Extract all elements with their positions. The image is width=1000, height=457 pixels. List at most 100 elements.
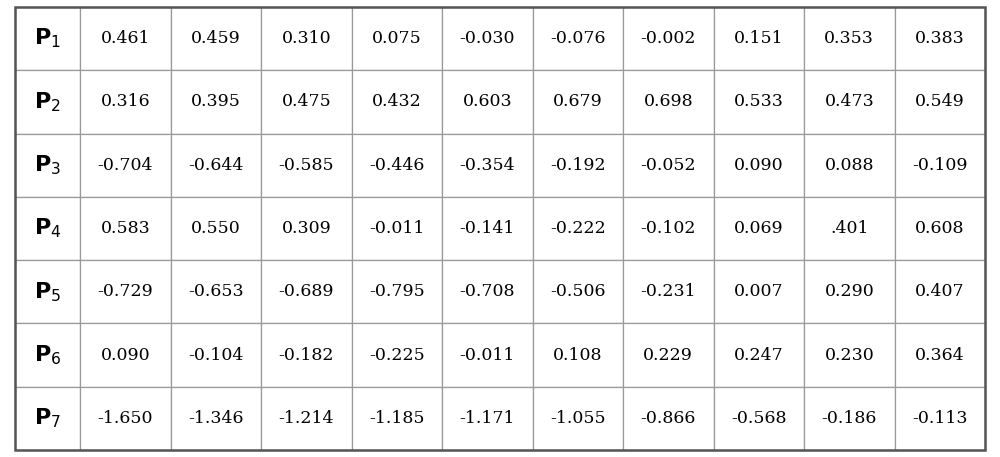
Text: -1.650: -1.650: [98, 410, 153, 427]
Bar: [533, 70, 623, 133]
Bar: [714, 7, 804, 70]
Text: -0.113: -0.113: [912, 410, 968, 427]
Bar: [442, 133, 533, 197]
Text: -1.055: -1.055: [550, 410, 606, 427]
Bar: [533, 133, 623, 197]
Bar: [714, 387, 804, 450]
Text: 0.395: 0.395: [191, 93, 241, 110]
Bar: [804, 324, 895, 387]
Bar: [171, 260, 261, 324]
Bar: [80, 133, 171, 197]
Bar: [261, 70, 352, 133]
Bar: [171, 70, 261, 133]
Text: 0.459: 0.459: [191, 30, 241, 47]
Bar: [442, 70, 533, 133]
Text: $\mathbf{P}_4$: $\mathbf{P}_4$: [34, 217, 61, 240]
Bar: [623, 324, 714, 387]
Bar: [895, 197, 985, 260]
Bar: [352, 197, 442, 260]
Text: -0.222: -0.222: [550, 220, 606, 237]
Bar: [804, 197, 895, 260]
Text: -0.186: -0.186: [822, 410, 877, 427]
Bar: [442, 260, 533, 324]
Bar: [352, 260, 442, 324]
Text: 0.475: 0.475: [281, 93, 331, 110]
Bar: [15, 7, 80, 70]
Bar: [352, 133, 442, 197]
Bar: [804, 7, 895, 70]
Bar: [533, 197, 623, 260]
Text: -0.011: -0.011: [369, 220, 425, 237]
Bar: [895, 133, 985, 197]
Text: -0.689: -0.689: [279, 283, 334, 300]
Bar: [714, 133, 804, 197]
Text: 0.533: 0.533: [734, 93, 784, 110]
Bar: [352, 7, 442, 70]
Bar: [80, 324, 171, 387]
Bar: [895, 260, 985, 324]
Text: 0.230: 0.230: [824, 347, 874, 364]
Text: $\mathbf{P}_7$: $\mathbf{P}_7$: [34, 407, 61, 430]
Bar: [171, 133, 261, 197]
Bar: [171, 324, 261, 387]
Bar: [261, 260, 352, 324]
Text: -0.644: -0.644: [188, 157, 244, 174]
Text: -0.866: -0.866: [641, 410, 696, 427]
Text: -0.192: -0.192: [550, 157, 606, 174]
Text: $\mathbf{P}_1$: $\mathbf{P}_1$: [34, 27, 61, 50]
Bar: [15, 260, 80, 324]
Text: $\mathbf{P}_3$: $\mathbf{P}_3$: [34, 154, 61, 177]
Bar: [80, 260, 171, 324]
Bar: [533, 387, 623, 450]
Text: 0.583: 0.583: [101, 220, 150, 237]
Text: -0.225: -0.225: [369, 347, 425, 364]
Text: -0.708: -0.708: [460, 283, 515, 300]
Text: -0.231: -0.231: [640, 283, 696, 300]
Text: -1.185: -1.185: [369, 410, 425, 427]
Text: -0.011: -0.011: [460, 347, 515, 364]
Text: 0.247: 0.247: [734, 347, 784, 364]
Text: 0.608: 0.608: [915, 220, 965, 237]
Bar: [15, 387, 80, 450]
Bar: [533, 7, 623, 70]
Bar: [80, 387, 171, 450]
Text: -0.182: -0.182: [279, 347, 334, 364]
Bar: [352, 70, 442, 133]
Text: -0.506: -0.506: [550, 283, 606, 300]
Bar: [623, 387, 714, 450]
Text: 0.679: 0.679: [553, 93, 603, 110]
Bar: [804, 70, 895, 133]
Bar: [15, 197, 80, 260]
Bar: [442, 387, 533, 450]
Bar: [533, 324, 623, 387]
Text: 0.698: 0.698: [643, 93, 693, 110]
Bar: [80, 7, 171, 70]
Text: -0.446: -0.446: [369, 157, 425, 174]
Bar: [171, 197, 261, 260]
Bar: [623, 197, 714, 260]
Text: 0.075: 0.075: [372, 30, 422, 47]
Text: 0.550: 0.550: [191, 220, 241, 237]
Bar: [15, 133, 80, 197]
Text: -0.354: -0.354: [460, 157, 515, 174]
Text: -0.104: -0.104: [188, 347, 244, 364]
Text: -1.171: -1.171: [460, 410, 515, 427]
Text: 0.432: 0.432: [372, 93, 422, 110]
Bar: [352, 387, 442, 450]
Bar: [352, 324, 442, 387]
Text: 0.353: 0.353: [824, 30, 874, 47]
Bar: [171, 7, 261, 70]
Bar: [804, 133, 895, 197]
Text: -0.795: -0.795: [369, 283, 425, 300]
Text: -0.568: -0.568: [731, 410, 787, 427]
Bar: [895, 387, 985, 450]
Text: 0.364: 0.364: [915, 347, 965, 364]
Text: $\mathbf{P}_2$: $\mathbf{P}_2$: [34, 90, 61, 114]
Text: 0.473: 0.473: [824, 93, 874, 110]
Bar: [804, 387, 895, 450]
Text: 0.461: 0.461: [101, 30, 150, 47]
Bar: [623, 70, 714, 133]
Text: $\mathbf{P}_6$: $\mathbf{P}_6$: [34, 343, 61, 367]
Text: $\mathbf{P}_5$: $\mathbf{P}_5$: [34, 280, 61, 303]
Text: -0.052: -0.052: [640, 157, 696, 174]
